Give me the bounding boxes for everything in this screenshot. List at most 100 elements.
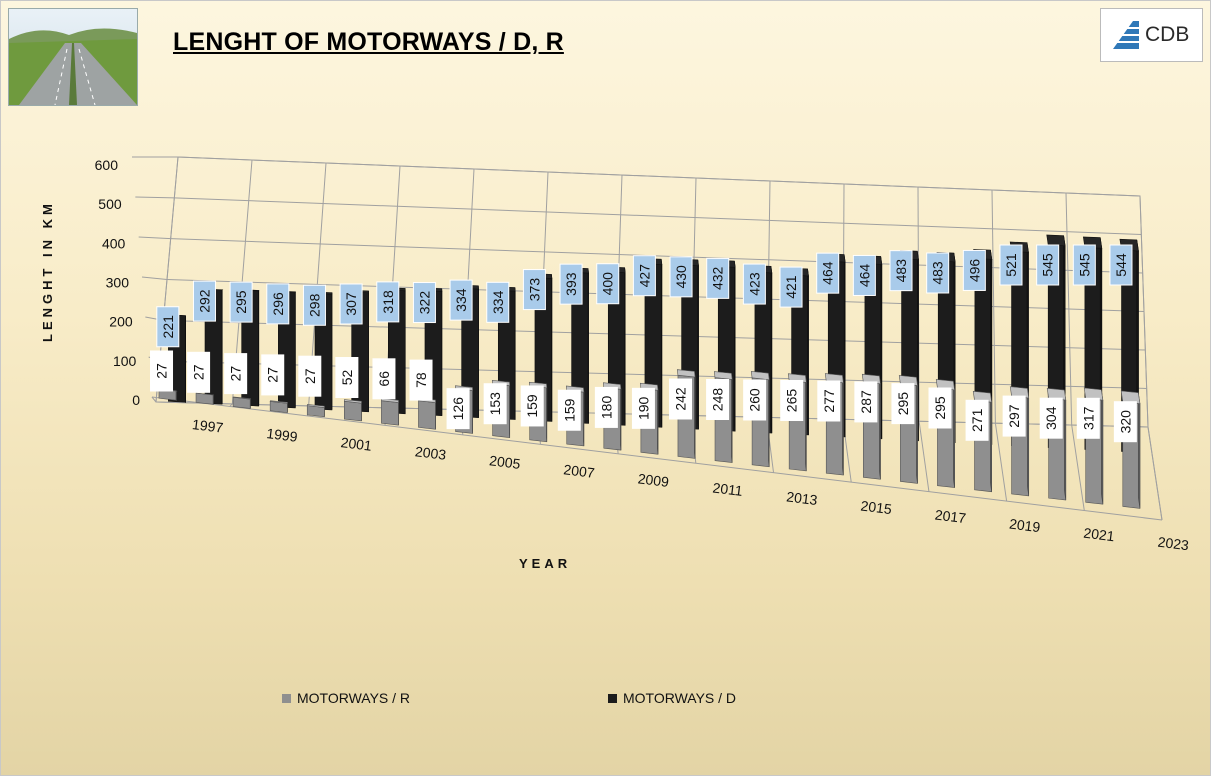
bar-top-face	[676, 369, 696, 378]
data-label-box	[854, 381, 878, 423]
data-label-d-2012: 432	[706, 257, 730, 299]
h-gridline	[174, 197, 1142, 235]
data-label-d-2019: 496	[962, 249, 986, 291]
data-label-box	[743, 379, 767, 421]
data-label-box	[926, 252, 950, 294]
y-tick-label: 600	[95, 157, 119, 173]
data-label-text: 320	[1117, 410, 1133, 434]
data-label-box	[596, 263, 620, 305]
v-gridline	[1139, 195, 1149, 428]
data-label-d-2015: 464	[816, 252, 840, 294]
data-label-box	[852, 254, 876, 296]
x-tick-label: 2013	[786, 488, 819, 508]
x-tick-label: 2009	[637, 470, 670, 490]
bar-side-face	[879, 375, 881, 480]
y-tick-label: 500	[98, 196, 122, 212]
data-label-d-2014: 421	[779, 266, 803, 308]
data-label-d-2005: 334	[449, 279, 473, 321]
data-label-text: 271	[969, 408, 985, 432]
data-label-box	[229, 281, 253, 323]
y-axis-title: LENGHT IN KM	[40, 200, 55, 342]
data-label-text: 292	[196, 289, 212, 313]
bar-top-face	[343, 399, 362, 404]
data-label-r-2021: 304	[1039, 397, 1063, 439]
data-label-d-2017: 483	[889, 250, 913, 292]
logo-text: CDB	[1145, 23, 1190, 46]
bar-side-face	[916, 377, 918, 484]
data-label-box	[1002, 395, 1026, 437]
data-label-box	[669, 256, 693, 298]
legend-label-r: MOTORWAYS / R	[297, 690, 411, 706]
data-label-r-2016: 287	[854, 381, 878, 423]
data-label-d-2018: 483	[926, 252, 950, 294]
data-label-text: 427	[636, 264, 652, 288]
data-label-box	[522, 269, 546, 311]
chart-title: LENGHT OF MOTORWAYS / D, R	[173, 28, 564, 56]
x-tick-label: 2019	[1008, 516, 1041, 536]
data-label-box	[446, 388, 470, 430]
data-label-text: 307	[343, 292, 359, 316]
data-label-text: 295	[233, 290, 249, 314]
data-label-box	[962, 249, 986, 291]
data-label-box	[780, 380, 804, 422]
chart-bars	[158, 234, 1141, 509]
y-tick-label: 400	[102, 235, 126, 251]
bar-side-face	[843, 254, 846, 437]
data-label-text: 277	[821, 389, 837, 413]
data-label-box	[631, 387, 655, 429]
data-label-text: 295	[895, 392, 911, 416]
side-gridline	[135, 196, 175, 199]
data-label-box	[187, 351, 211, 393]
bar-side-face	[1101, 389, 1104, 505]
bar-top-face	[269, 400, 288, 404]
data-label-text: 159	[561, 398, 577, 422]
data-label-text: 52	[339, 370, 355, 386]
x-tick-label: 2021	[1083, 525, 1116, 545]
data-label-r-2009: 180	[594, 386, 618, 428]
data-label-text: 27	[191, 364, 207, 380]
data-label-box	[557, 389, 581, 431]
data-label-text: 334	[490, 290, 506, 314]
bar-top-face	[1046, 234, 1066, 247]
bar-front-face	[418, 400, 436, 430]
data-label-text: 221	[160, 315, 176, 339]
bar-side-face	[620, 384, 622, 451]
data-label-d-2010: 427	[632, 255, 656, 297]
data-label-box	[1072, 244, 1096, 286]
data-label-text: 521	[1003, 253, 1019, 277]
data-label-r-2005: 126	[446, 388, 470, 430]
x-tick-label: 2001	[340, 434, 373, 454]
bar-side-face	[694, 371, 696, 459]
data-label-text: 334	[453, 288, 469, 312]
bar-side-face	[624, 267, 626, 426]
bar-side-face	[1027, 388, 1030, 496]
data-label-r-2013: 260	[743, 379, 767, 421]
data-label-box	[965, 399, 989, 441]
data-label-box	[449, 279, 473, 321]
data-label-r-2010: 190	[631, 387, 655, 429]
data-label-box	[339, 283, 363, 325]
data-label-r-2018: 295	[928, 387, 952, 429]
data-label-d-2004: 322	[412, 282, 436, 324]
y-tick-label: 0	[132, 392, 140, 408]
data-label-d-1999: 295	[229, 281, 253, 323]
data-label-r-2012: 248	[706, 379, 730, 420]
bar-top-face	[750, 371, 770, 381]
h-gridline	[177, 156, 1141, 197]
legend-item-d: MOTORWAYS / D	[608, 690, 736, 706]
data-label-text: 242	[673, 387, 689, 411]
data-label-text: 544	[1113, 253, 1129, 277]
bar-side-face	[734, 260, 736, 432]
floor-gridline	[151, 396, 157, 403]
data-label-box	[816, 252, 840, 294]
data-label-d-2002: 307	[339, 283, 363, 325]
bar-side-face	[807, 268, 809, 436]
data-label-r-2001: 27	[298, 355, 322, 397]
data-label-box	[372, 358, 396, 400]
data-labels: 221 292 295 296 298 307 318 322 334 334 373 393 400 4…	[150, 244, 1137, 443]
data-label-text: 545	[1076, 253, 1092, 277]
x-tick-label: 2015	[860, 497, 893, 517]
data-label-d-2009: 400	[596, 263, 620, 305]
data-label-r-1997: 27	[150, 350, 174, 392]
